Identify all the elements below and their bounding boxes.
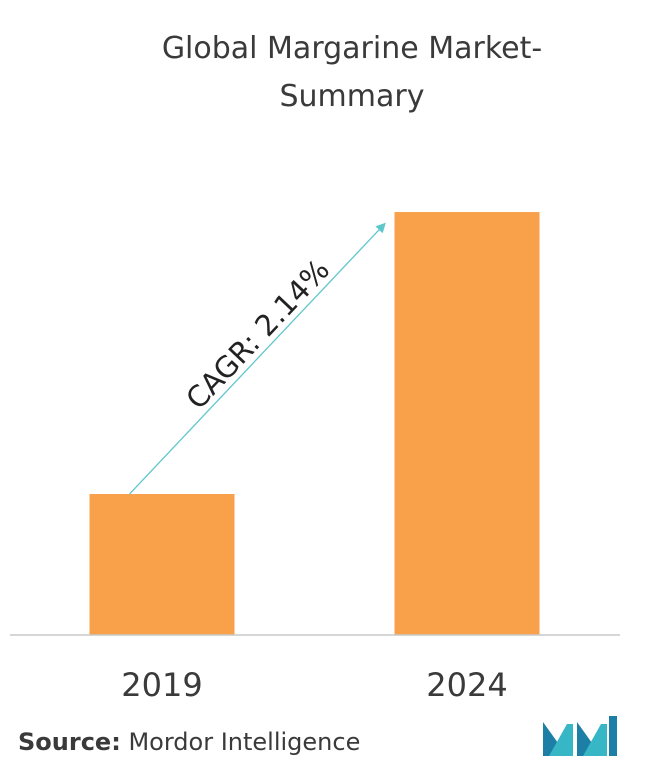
x-tick-label-2019: 2019 — [121, 666, 202, 704]
bar-2019 — [89, 494, 235, 635]
chart-title-line-2: Summary — [280, 79, 425, 114]
x-axis-ticks: 2019 2024 — [121, 666, 507, 704]
cagr-annotation: CAGR: 2.14% — [129, 222, 386, 495]
source-note: Source: Mordor Intelligence — [18, 728, 360, 756]
mordor-intelligence-logo-icon — [543, 716, 617, 756]
cagr-label: CAGR: 2.14% — [179, 253, 336, 416]
cagr-arrow — [129, 222, 386, 495]
source-text: Mordor Intelligence — [128, 728, 361, 756]
bars — [89, 212, 540, 635]
bar-2024 — [394, 212, 540, 635]
x-tick-label-2024: 2024 — [426, 666, 507, 704]
source-label: Source: — [18, 728, 121, 756]
chart-title-line-1: Global Margarine Market- — [162, 31, 542, 66]
